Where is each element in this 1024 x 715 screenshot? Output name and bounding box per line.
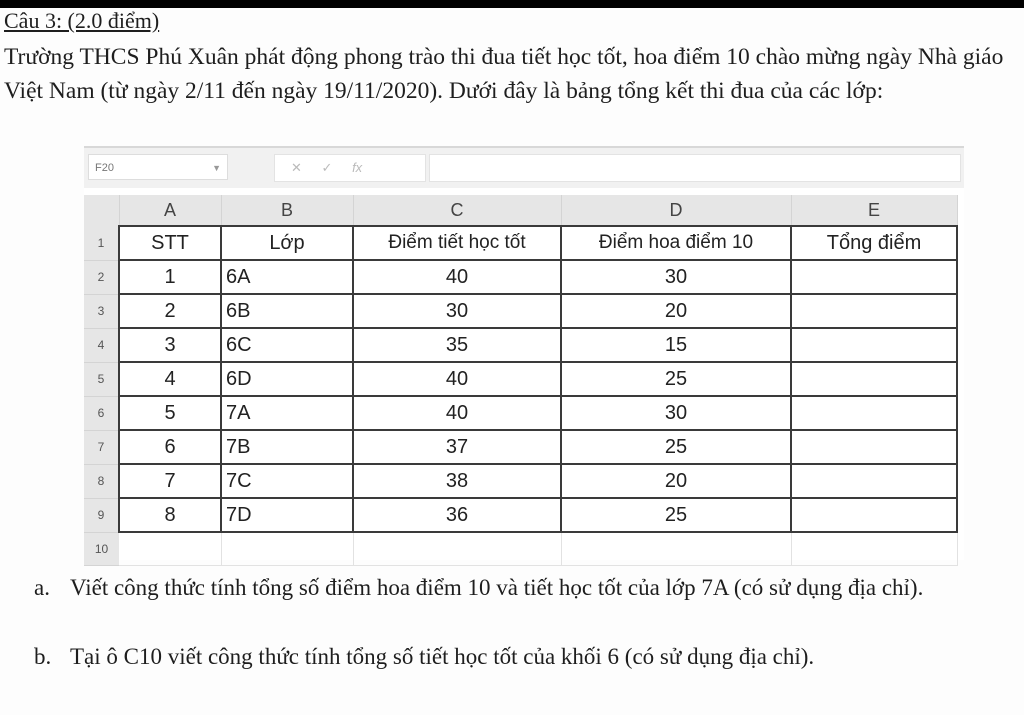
empty-cell[interactable] [791,532,958,566]
column-header[interactable]: B [221,195,354,226]
cell[interactable]: 36 [352,497,562,533]
cell[interactable]: 30 [560,259,792,295]
task-text: Viết công thức tính tổng số điểm hoa điể… [70,575,924,600]
column-header-row: A B C D E [84,195,958,226]
table-row: 10 [84,532,958,566]
cell[interactable]: 40 [352,259,562,295]
cell[interactable]: 7 [118,463,222,499]
row-number[interactable]: 10 [84,532,119,566]
enter-icon[interactable]: ✓ [321,160,333,175]
task-label: a. [34,575,50,600]
question-title: Câu 3: (2.0 điểm) [4,8,160,33]
header-cell[interactable]: Điểm hoa điểm 10 [560,225,792,261]
row-number[interactable]: 5 [84,362,119,397]
cell[interactable]: 5 [118,395,222,431]
cell[interactable]: 6 [118,429,222,465]
cell[interactable]: 30 [352,293,562,329]
select-all-corner[interactable] [84,195,120,226]
cell[interactable]: 20 [560,293,792,329]
task-label: b. [34,644,52,669]
row-number[interactable]: 1 [84,226,119,261]
table-row: 2 1 6A 40 30 [84,259,958,295]
cell[interactable]: 38 [352,463,562,499]
cell[interactable]: 2 [118,293,222,329]
cell[interactable]: 20 [560,463,792,499]
cell[interactable]: 30 [560,395,792,431]
row-number[interactable]: 3 [84,294,119,329]
data-table: A B C D E 1 STT Lớp Điểm tiết học tốt Đi… [84,195,958,566]
function-icon[interactable]: fx [352,160,363,175]
cell[interactable] [790,259,958,295]
table-row: 7 6 7B 37 25 [84,429,958,465]
cell[interactable]: 7A [220,395,354,431]
cell[interactable]: 7B [220,429,354,465]
formula-buttons: ✕ ✓ fx [274,154,426,182]
cell[interactable]: 8 [118,497,222,533]
cell[interactable] [790,395,958,431]
column-header[interactable]: A [119,195,222,226]
cell[interactable]: 6C [220,327,354,363]
cell[interactable]: 6D [220,361,354,397]
cell[interactable]: 7D [220,497,354,533]
empty-cell[interactable] [561,532,792,566]
cell[interactable] [790,429,958,465]
cell[interactable]: 25 [560,497,792,533]
cell[interactable] [790,361,958,397]
header-cell[interactable]: Tổng điểm [790,225,958,261]
cell[interactable]: 25 [560,361,792,397]
empty-cell[interactable] [353,532,562,566]
cell[interactable]: 1 [118,259,222,295]
name-box[interactable]: F20 ▼ [88,154,228,180]
chevron-down-icon[interactable]: ▼ [212,163,221,173]
table-row: 3 2 6B 30 20 [84,293,958,329]
cell[interactable] [790,463,958,499]
cell[interactable]: 6A [220,259,354,295]
spreadsheet: F20 ▼ ✕ ✓ fx A B C D E 1 STT Lớp Điểm ti [84,146,964,566]
column-header[interactable]: D [561,195,792,226]
cell[interactable]: 35 [352,327,562,363]
header-cell[interactable]: STT [118,225,222,261]
row-number[interactable]: 6 [84,396,119,431]
cell[interactable]: 40 [352,395,562,431]
row-number[interactable]: 2 [84,260,119,295]
cell[interactable]: 4 [118,361,222,397]
question-intro: Trường THCS Phú Xuân phát động phong trà… [4,44,1004,104]
cell[interactable] [790,497,958,533]
header-cell[interactable]: Điểm tiết học tốt [352,225,562,261]
table-row: 9 8 7D 36 25 [84,497,958,533]
cell[interactable] [790,293,958,329]
row-number[interactable]: 9 [84,498,119,533]
row-number[interactable]: 7 [84,430,119,465]
formula-input[interactable] [429,154,961,182]
cell[interactable]: 25 [560,429,792,465]
table-row: 5 4 6D 40 25 [84,361,958,397]
column-header[interactable]: E [791,195,958,226]
table-row: 8 7 7C 38 20 [84,463,958,499]
cell[interactable] [790,327,958,363]
cell[interactable]: 3 [118,327,222,363]
table-header-row: 1 STT Lớp Điểm tiết học tốt Điểm hoa điể… [84,225,958,261]
column-header[interactable]: C [353,195,562,226]
cell[interactable]: 40 [352,361,562,397]
cell[interactable]: 7C [220,463,354,499]
empty-cell[interactable] [221,532,354,566]
cell[interactable]: 6B [220,293,354,329]
empty-cell[interactable] [119,532,222,566]
table-row: 4 3 6C 35 15 [84,327,958,363]
top-black-band [0,0,1024,8]
row-number[interactable]: 8 [84,464,119,499]
table-row: 6 5 7A 40 30 [84,395,958,431]
header-cell[interactable]: Lớp [220,225,354,261]
name-box-value: F20 [95,162,114,174]
cancel-icon[interactable]: ✕ [291,160,302,175]
formula-bar: F20 ▼ ✕ ✓ fx [84,146,964,188]
row-number[interactable]: 4 [84,328,119,363]
cell[interactable]: 15 [560,327,792,363]
cell[interactable]: 37 [352,429,562,465]
task-text: Tại ô C10 viết công thức tính tổng số ti… [70,644,815,669]
